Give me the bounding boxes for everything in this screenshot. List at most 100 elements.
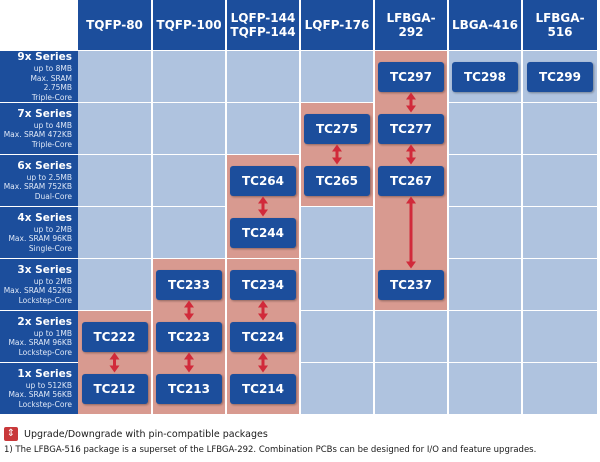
upgrade-arrows-layer	[109, 92, 416, 373]
matrix-cell	[301, 207, 373, 258]
row-header: 1x Series up to 512KB Max. SRAM 56KB Lockst…	[0, 363, 78, 414]
matrix-cell	[375, 311, 447, 362]
column-header: LQFP-176	[301, 0, 373, 50]
series-spec: Lockstep-Core	[18, 347, 72, 357]
matrix-cell	[523, 311, 597, 362]
series-spec: Max. SRAM 56KB	[8, 390, 72, 400]
series-spec: up to 512KB	[25, 380, 72, 390]
row-header: 2x Series up to 1MB Max. SRAM 96KB Lockstep…	[0, 311, 78, 362]
row-header: 7x Series up to 4MB Max. SRAM 472KB Triple-…	[0, 103, 78, 154]
matrix-cell	[301, 311, 373, 362]
matrix-cell	[153, 51, 225, 102]
row-header: 9x Series up to 8MB Max. SRAM 2.75MB Triple…	[0, 51, 78, 102]
series-name: 2x Series	[17, 315, 72, 328]
matrix-cell	[449, 155, 521, 206]
chip-tc275: TC275	[304, 113, 370, 144]
upgrade-arrow	[184, 300, 194, 321]
chip-tc297: TC297	[378, 61, 444, 92]
upgrade-arrow	[258, 300, 268, 321]
chip-tc265: TC265	[304, 165, 370, 196]
series-spec: up to 4MB	[33, 120, 72, 130]
matrix-cell	[78, 155, 151, 206]
chip-tc214: TC214	[230, 373, 296, 404]
matrix-cell	[301, 51, 373, 102]
column-header: LFBGA-516	[523, 0, 597, 50]
matrix-cell	[153, 103, 225, 154]
matrix-cell	[523, 259, 597, 310]
matrix-cell	[227, 51, 299, 102]
chip-tc213: TC213	[156, 373, 222, 404]
matrix-cell	[301, 363, 373, 414]
column-header: LBGA-416	[449, 0, 521, 50]
series-spec: up to 2MB	[33, 224, 72, 234]
upgrade-arrow	[258, 196, 268, 217]
series-spec: up to 2.5MB	[26, 172, 72, 182]
matrix-cell	[449, 259, 521, 310]
column-header: TQFP-80	[78, 0, 151, 50]
matrix-cell	[153, 155, 225, 206]
matrix-cell	[227, 103, 299, 154]
legend: ⇕ Upgrade/Downgrade with pin-compatible …	[4, 426, 268, 442]
matrix-cell	[523, 363, 597, 414]
series-spec: Max. SRAM 96KB	[8, 338, 72, 348]
corner-cell	[0, 0, 78, 50]
series-name: 9x Series	[17, 51, 72, 63]
upgrade-arrow	[406, 196, 416, 269]
column-header: LQFP-144 TQFP-144	[227, 0, 299, 50]
footnote: 1) The LFBGA-516 package is a superset o…	[4, 445, 537, 455]
matrix-cell	[449, 207, 521, 258]
series-spec: Dual-Core	[34, 191, 72, 201]
chip-tc299: TC299	[527, 61, 593, 92]
matrix-cell	[449, 311, 521, 362]
series-spec: Max. SRAM 452KB	[3, 286, 72, 296]
matrix-cell	[78, 103, 151, 154]
matrix-cell	[78, 259, 151, 310]
series-spec: Max. SRAM 472KB	[3, 130, 72, 140]
matrix-cell	[375, 363, 447, 414]
legend-label: Upgrade/Downgrade with pin-compatible pa…	[24, 428, 268, 440]
chip-tc237: TC237	[378, 269, 444, 300]
series-name: 7x Series	[17, 107, 72, 120]
matrix-cell	[78, 207, 151, 258]
chip-tc267: TC267	[378, 165, 444, 196]
upgrade-arrow	[332, 144, 342, 165]
matrix-cell	[153, 207, 225, 258]
upgrade-arrow	[406, 92, 416, 113]
series-spec: Max. SRAM 752KB	[3, 182, 72, 192]
series-spec: up to 8MB	[33, 64, 72, 73]
series-spec: Max. SRAM 96KB	[8, 234, 72, 244]
column-header: TQFP-100	[153, 0, 225, 50]
series-spec: Lockstep-Core	[18, 295, 72, 305]
chip-tc298: TC298	[452, 61, 518, 92]
row-header: 4x Series up to 2MB Max. SRAM 96KB Single-C…	[0, 207, 78, 258]
row-header: 6x Series up to 2.5MB Max. SRAM 752KB Dual-…	[0, 155, 78, 206]
series-spec: Triple-Core	[31, 139, 72, 149]
updown-arrow-icon: ⇕	[4, 427, 18, 441]
series-name: 6x Series	[17, 159, 72, 172]
matrix-cell	[523, 103, 597, 154]
upgrade-arrow	[258, 352, 268, 373]
series-spec: up to 1MB	[33, 328, 72, 338]
chip-tc264: TC264	[230, 165, 296, 196]
matrix-cell	[301, 259, 373, 310]
chip-tc212: TC212	[81, 373, 148, 404]
series-spec: Single-Core	[28, 243, 72, 253]
upgrade-arrow	[184, 352, 194, 373]
series-spec: Max. SRAM 2.75MB	[30, 73, 72, 93]
matrix-cell	[523, 207, 597, 258]
chip-tc224: TC224	[230, 321, 296, 352]
series-name: 1x Series	[17, 367, 72, 380]
chip-tc234: TC234	[230, 269, 296, 300]
upgrade-arrow	[109, 352, 120, 373]
series-name: 3x Series	[17, 263, 72, 276]
series-spec: Triple-Core	[31, 92, 72, 102]
column-header: LFBGA-292	[375, 0, 447, 50]
chip-tc244: TC244	[230, 217, 296, 248]
matrix-cell	[449, 103, 521, 154]
chip-tc233: TC233	[156, 269, 222, 300]
upgrade-arrow	[406, 144, 416, 165]
chip-tc277: TC277	[378, 113, 444, 144]
series-name: 4x Series	[17, 211, 72, 224]
matrix-cell	[78, 51, 151, 102]
series-spec: up to 2MB	[33, 276, 72, 286]
